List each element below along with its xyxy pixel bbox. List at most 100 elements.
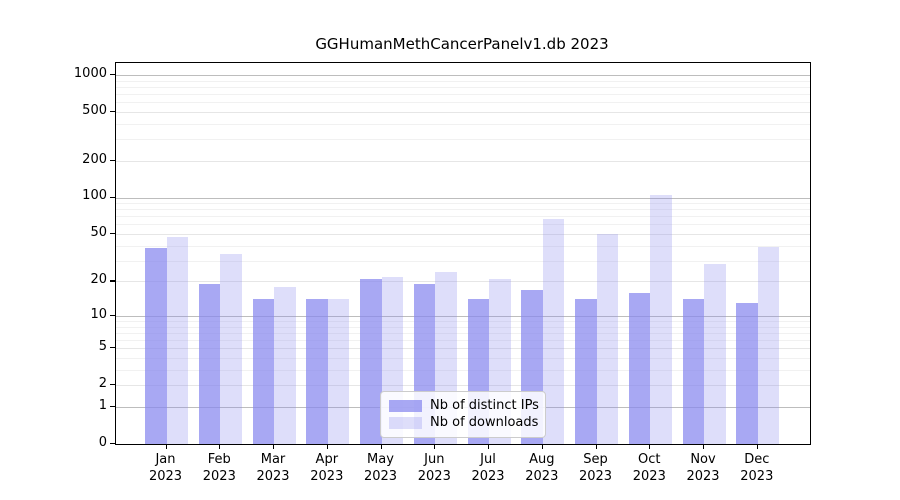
x-axis-tick-label-dec: Dec 2023 [740,452,774,484]
bar-nov-distinct-ips [682,299,704,444]
y-axis-tick-label: 500 [82,102,107,118]
legend-label-downloads: Nb of downloads [430,415,539,430]
bar-apr-downloads [327,299,350,444]
y-axis-tick-mark [110,314,115,317]
x-axis-tick-mark [488,444,490,449]
bar-feb-downloads [220,254,242,444]
chart-title: GGHumanMethCancerPanelv1.db 2023 [315,35,609,53]
minor-gridline [116,326,810,328]
major-gridline [116,197,810,199]
minor-gridline [116,209,810,211]
bar-mar-downloads [274,286,296,444]
minor-gridline [116,358,810,359]
bar-jan-distinct-ips [145,248,167,444]
major-gridline [116,315,810,317]
bar-aug-downloads [542,218,565,444]
y-axis-tick-label: 200 [82,151,107,167]
x-axis-tick-mark [219,444,221,449]
x-axis-tick-label-feb: Feb 2023 [202,452,236,484]
major-gridline [116,385,810,387]
y-axis-tick-label: 5 [98,339,107,355]
bar-apr-distinct-ips [306,299,328,444]
bar-oct-downloads [650,194,672,444]
x-axis-tick-label-oct: Oct 2023 [632,452,666,484]
minor-gridline [116,94,810,95]
x-axis-tick-label-jan: Jan 2023 [148,452,183,484]
minor-gridline [116,245,810,247]
x-axis-tick-label-may: May 2023 [363,452,398,484]
major-gridline [116,234,810,235]
minor-gridline [116,224,810,226]
y-axis-tick-mark [110,280,115,282]
major-gridline [116,74,810,76]
minor-gridline [116,332,810,334]
y-axis-tick-mark [110,406,115,408]
bar-nov-downloads [704,264,726,444]
major-gridline [116,281,810,283]
x-axis-tick-label-apr: Apr 2023 [310,452,344,484]
x-axis-tick-mark [165,444,167,449]
x-axis-tick-label-mar: Mar 2023 [256,452,290,484]
x-axis-tick-label-jul: Jul 2023 [471,452,505,484]
bar-jan-downloads [166,237,188,444]
y-axis-tick-label: 1000 [73,65,107,81]
y-axis-tick-label: 10 [90,306,107,322]
bar-oct-distinct-ips [628,292,651,444]
minor-gridline [116,203,810,204]
y-axis-tick-mark [110,110,115,113]
legend-label-distinct-ips: Nb of distinct IPs [430,398,539,413]
x-axis-tick-mark [326,444,328,449]
x-axis-tick-mark [434,444,436,449]
y-axis-tick-mark [110,73,115,76]
x-axis-tick-mark [273,444,275,449]
x-axis-tick-label-jun: Jun 2023 [417,452,451,484]
x-axis-tick-mark [595,444,597,449]
legend-swatch-distinct-ips [389,399,422,412]
legend: Nb of distinct IPs Nb of downloads [380,391,546,438]
plot-area [115,62,811,445]
x-axis-tick-mark [649,444,651,449]
bar-feb-distinct-ips [198,284,221,444]
y-axis-tick-mark [110,443,115,445]
y-axis-tick-label: 0 [98,435,107,450]
x-axis-tick-label-sep: Sep 2023 [578,452,613,484]
y-axis-tick-mark [110,196,115,198]
minor-gridline [116,260,810,262]
minor-gridline [116,340,810,342]
y-axis-tick-label: 2 [98,376,107,392]
bar-dec-distinct-ips [736,303,758,444]
x-axis-tick-mark [703,444,705,449]
minor-gridline [116,321,810,322]
minor-gridline [116,102,810,104]
bar-sep-distinct-ips [575,299,597,444]
y-axis-tick-mark [110,347,115,349]
major-gridline [116,111,810,113]
x-axis-tick-label-nov: Nov 2023 [686,452,720,484]
bar-sep-downloads [596,234,618,444]
bar-mar-distinct-ips [252,299,274,444]
legend-entry-distinct-ips: Nb of distinct IPs [389,397,539,414]
legend-entry-downloads: Nb of downloads [389,414,539,431]
x-axis-tick-label-aug: Aug 2023 [525,452,559,484]
minor-gridline [116,139,810,141]
major-gridline [116,160,810,162]
y-axis-tick-mark [110,159,115,161]
x-axis-tick-mark [756,444,758,449]
major-gridline [116,348,810,350]
y-axis-tick-label: 20 [90,272,107,288]
y-axis-tick-mark [110,233,115,235]
x-axis-tick-mark [541,444,543,449]
minor-gridline [116,80,810,82]
minor-gridline [116,123,810,125]
y-axis-tick-label: 50 [90,224,107,240]
minor-gridline [116,86,810,88]
y-axis-tick-label: 1 [98,397,107,413]
y-axis-tick-label: 100 [82,188,107,204]
minor-gridline [116,369,810,371]
bar-may-distinct-ips [360,278,382,444]
bar-dec-downloads [757,246,780,444]
x-axis-tick-mark [380,444,382,449]
legend-swatch-downloads [389,416,422,429]
y-axis-tick-mark [110,384,115,386]
